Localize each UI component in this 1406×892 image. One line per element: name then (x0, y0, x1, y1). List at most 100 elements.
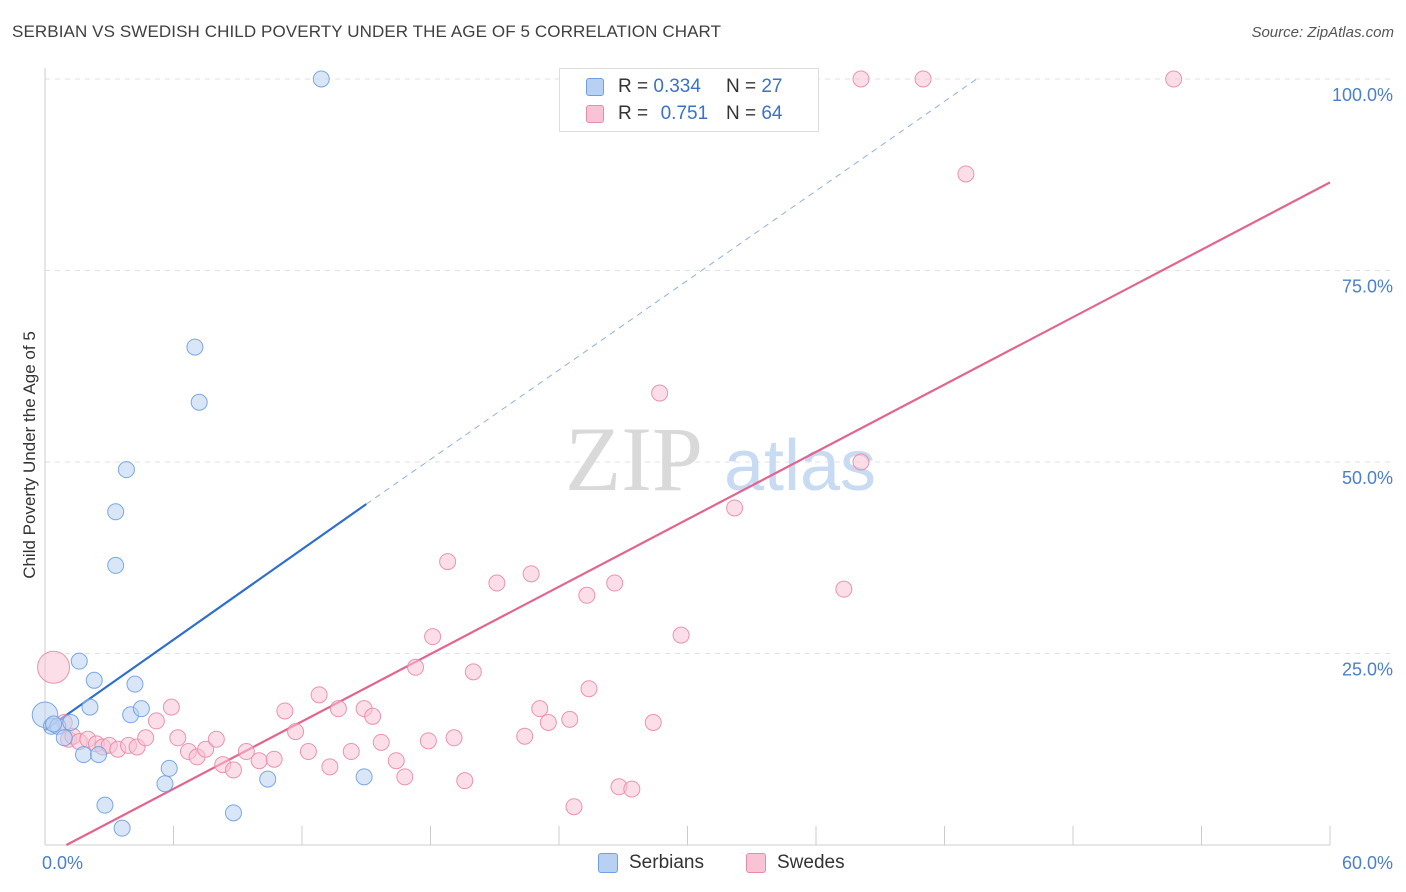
swedes-r-label: R = (618, 103, 649, 124)
serbians-r-value: 0.334 (653, 76, 701, 97)
swedes-n-value: 64 (761, 103, 783, 124)
swedes-point (914, 70, 932, 88)
serbians-point (156, 775, 174, 793)
swedes-point (137, 729, 155, 747)
serbians-swatch (586, 78, 604, 96)
swedes-r-value: 0.751 (660, 103, 709, 124)
serbians-point (45, 715, 63, 733)
swedes-point (852, 453, 870, 471)
legend-item-swedes[interactable]: Swedes (746, 852, 845, 874)
swedes-point (488, 574, 506, 592)
serbians-legend-label: Serbians (629, 852, 704, 873)
swedes-point (606, 574, 624, 592)
swedes-point (37, 650, 71, 684)
serbians-point (312, 70, 330, 88)
swedes-point (672, 626, 690, 644)
watermark: ZIP atlas (565, 408, 876, 510)
swedes-point (439, 553, 457, 571)
swedes-point (237, 743, 255, 761)
serbians-point (355, 768, 373, 786)
swedes-point (726, 499, 744, 517)
swedes-point (342, 743, 360, 761)
swedes-point (578, 586, 596, 604)
swedes-point (169, 729, 187, 747)
swedes-point (310, 686, 328, 704)
swedes-point (372, 733, 390, 751)
serbians-point (96, 796, 114, 814)
trend-lines (44, 78, 1331, 846)
swedes-point (299, 743, 317, 761)
swedes-point (464, 663, 482, 681)
tick-labels: 25.0% 50.0% 75.0% 100.0% 0.0% 60.0% (42, 85, 1393, 873)
swedes-point (387, 752, 405, 770)
swedes-point (835, 580, 853, 598)
swedes-point (321, 758, 339, 776)
swedes-point (651, 384, 669, 402)
serbians-point (113, 819, 131, 837)
swedes-point (276, 702, 294, 720)
swedes-point (396, 768, 414, 786)
serbians-point (85, 671, 103, 689)
swedes-point (419, 732, 437, 750)
serbians-point (224, 804, 242, 822)
watermark-zip: ZIP (565, 408, 703, 510)
swedes-legend-swatch (746, 853, 766, 873)
serbians-point (160, 759, 178, 777)
y-axis-label: Child Poverty Under the Age of 5 (20, 331, 39, 579)
legend-row-swedes: R = 0.751 N = 64 (586, 101, 782, 127)
serbians-point (81, 698, 99, 716)
x-tick-label: 60.0% (1342, 853, 1393, 873)
swedes-point (644, 713, 662, 731)
serbians-point (186, 338, 204, 356)
swedes-point (456, 772, 474, 790)
y-tick-label: 25.0% (1342, 660, 1393, 680)
serbians-point (190, 393, 208, 411)
swedes-point (329, 700, 347, 718)
legend-row-serbians: R = 0.334 N = 27 (586, 74, 782, 100)
swedes-n-label: N = (725, 103, 757, 124)
serbians-trend-extension (365, 78, 977, 505)
swedes-point (623, 780, 641, 798)
swedes-point (580, 680, 598, 698)
serbians-point (70, 652, 88, 670)
swedes-point (539, 713, 557, 731)
swedes-point (1165, 70, 1183, 88)
serbians-n-value: 27 (761, 76, 783, 97)
swedes-point (522, 565, 540, 583)
swedes-point (424, 628, 442, 646)
swedes-point (162, 698, 180, 716)
serbians-point (90, 746, 108, 764)
serbians-r-label: R = (618, 76, 649, 97)
swedes-point (516, 727, 534, 745)
serbians-point (75, 746, 93, 764)
swedes-point (445, 729, 463, 747)
swedes-point (224, 761, 242, 779)
swedes-point (364, 707, 382, 725)
serbians-point (107, 503, 125, 521)
serbians-point (259, 770, 277, 788)
swedes-legend-label: Swedes (777, 852, 845, 873)
data-points (31, 70, 1183, 837)
serbians-n-label: N = (725, 76, 757, 97)
serbians-point (62, 713, 80, 731)
swedes-point (250, 752, 268, 770)
legend-item-serbians[interactable]: Serbians (598, 852, 704, 874)
serbians-point (132, 700, 150, 718)
swedes-point (531, 700, 549, 718)
chart-title: SERBIAN VS SWEDISH CHILD POVERTY UNDER T… (12, 22, 722, 41)
swedes-point (287, 723, 305, 741)
swedes-point (565, 798, 583, 816)
swedes-point (265, 750, 283, 768)
swedes-swatch (586, 105, 604, 123)
swedes-point (197, 740, 215, 758)
correlation-legend: R = 0.334 N = 27 R = 0.751 N = 64 (559, 68, 819, 132)
swedes-trend-line (65, 181, 1331, 846)
grid-lines (45, 78, 1395, 654)
x-tick-label: 0.0% (42, 853, 83, 873)
swedes-point (147, 712, 165, 730)
y-tick-label: 50.0% (1342, 468, 1393, 488)
serbians-point (117, 461, 135, 479)
swedes-point (407, 658, 425, 676)
serbians-point (126, 675, 144, 693)
